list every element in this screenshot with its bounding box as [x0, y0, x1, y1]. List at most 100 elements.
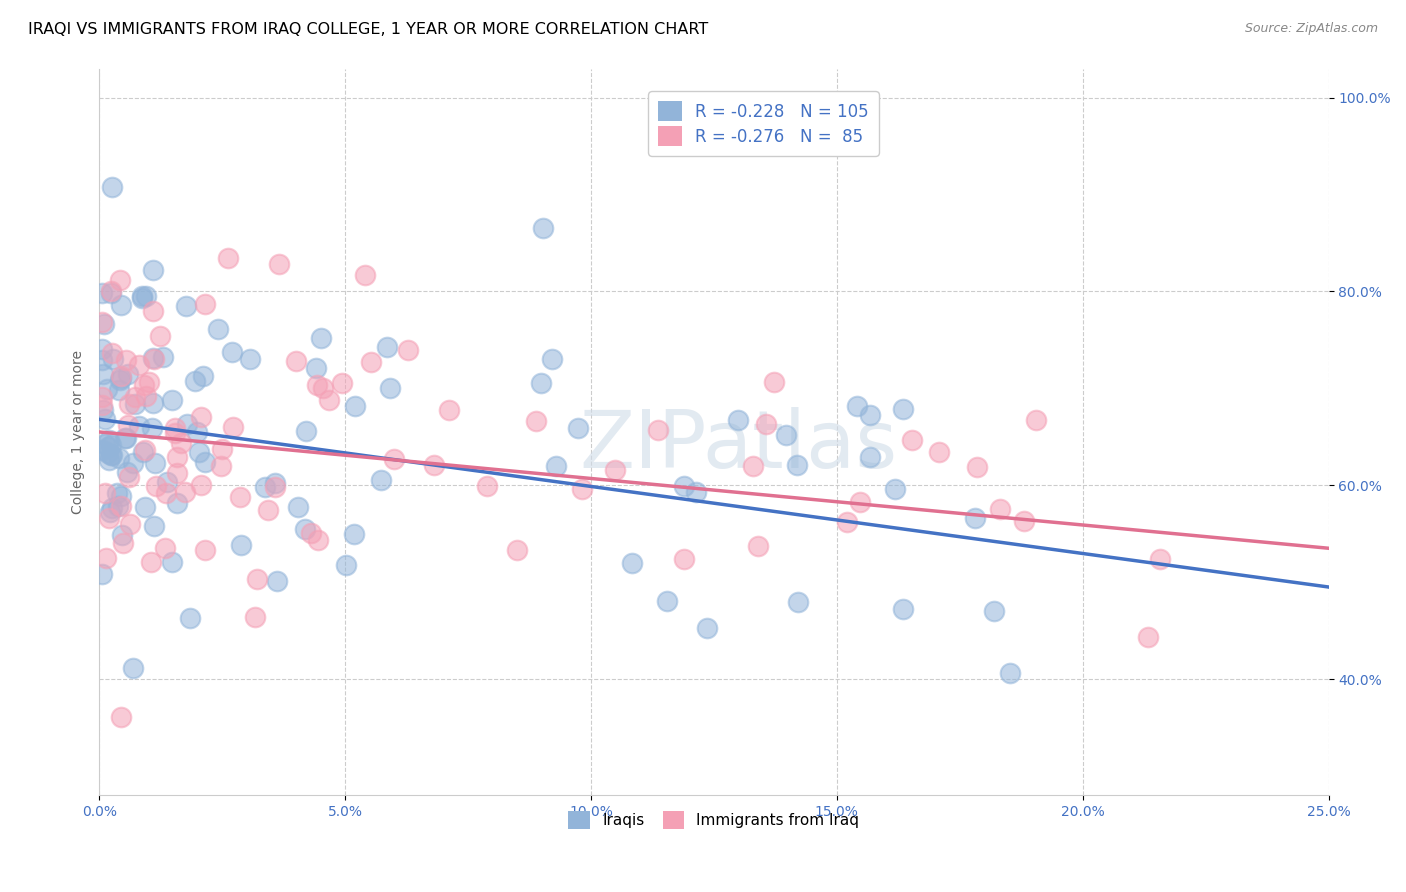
- Point: [128, 358, 150, 372]
- Point: [107, 499, 129, 513]
- Point: [176, 417, 198, 432]
- Point: [110, 369, 132, 384]
- Point: [295, 425, 318, 439]
- Point: [229, 490, 252, 504]
- Point: [94, 550, 117, 565]
- Point: [1149, 552, 1171, 566]
- Point: [93, 317, 115, 331]
- Point: [423, 458, 446, 472]
- Point: [685, 485, 707, 500]
- Point: [567, 421, 589, 435]
- Legend: Iraqis, Immigrants from Iraq: Iraqis, Immigrants from Iraq: [562, 805, 866, 835]
- Point: [983, 603, 1005, 617]
- Point: [110, 710, 132, 724]
- Point: [354, 268, 377, 282]
- Point: [97, 446, 120, 460]
- Point: [657, 594, 679, 608]
- Point: [135, 389, 157, 403]
- Point: [264, 480, 287, 494]
- Point: [396, 343, 419, 357]
- Point: [160, 393, 183, 408]
- Point: [124, 397, 146, 411]
- Point: [859, 450, 882, 464]
- Point: [91, 566, 114, 581]
- Point: [174, 485, 197, 500]
- Point: [115, 431, 138, 445]
- Point: [305, 378, 328, 392]
- Point: [299, 525, 322, 540]
- Point: [100, 285, 122, 300]
- Point: [439, 403, 461, 417]
- Point: [1012, 514, 1035, 528]
- Point: [149, 329, 172, 343]
- Point: [117, 417, 139, 432]
- Point: [266, 574, 288, 589]
- Point: [98, 453, 121, 467]
- Point: [96, 382, 118, 396]
- Point: [93, 412, 115, 426]
- Point: [100, 284, 122, 298]
- Point: [131, 291, 153, 305]
- Point: [166, 450, 188, 465]
- Point: [524, 414, 547, 428]
- Point: [166, 466, 188, 480]
- Point: [186, 425, 208, 440]
- Point: [382, 452, 405, 467]
- Point: [245, 610, 267, 624]
- Point: [307, 533, 329, 548]
- Point: [901, 433, 924, 447]
- Point: [305, 361, 328, 376]
- Point: [110, 371, 132, 385]
- Point: [135, 289, 157, 303]
- Point: [647, 423, 669, 437]
- Point: [179, 611, 201, 625]
- Point: [152, 350, 174, 364]
- Point: [755, 417, 778, 431]
- Point: [1025, 412, 1047, 426]
- Point: [239, 352, 262, 367]
- Point: [108, 373, 131, 387]
- Point: [343, 527, 366, 541]
- Point: [165, 426, 187, 441]
- Point: [94, 437, 117, 451]
- Point: [194, 543, 217, 558]
- Point: [97, 511, 120, 525]
- Point: [209, 458, 232, 473]
- Point: [91, 403, 114, 417]
- Point: [194, 296, 217, 310]
- Point: [928, 445, 950, 459]
- Point: [143, 351, 166, 366]
- Point: [747, 539, 769, 553]
- Point: [114, 431, 136, 445]
- Point: [263, 476, 285, 491]
- Point: [118, 397, 141, 411]
- Point: [330, 376, 353, 390]
- Point: [90, 353, 112, 368]
- Point: [155, 485, 177, 500]
- Point: [112, 536, 135, 550]
- Point: [98, 434, 121, 448]
- Point: [269, 257, 291, 271]
- Point: [193, 369, 215, 384]
- Point: [741, 458, 763, 473]
- Point: [846, 399, 869, 413]
- Point: [134, 442, 156, 457]
- Point: [108, 384, 131, 398]
- Point: [165, 421, 187, 435]
- Point: [117, 367, 139, 381]
- Point: [131, 289, 153, 303]
- Point: [101, 500, 124, 515]
- Point: [222, 420, 245, 434]
- Point: [673, 479, 696, 493]
- Point: [253, 480, 276, 494]
- Point: [506, 542, 529, 557]
- Point: [786, 595, 808, 609]
- Point: [378, 381, 401, 395]
- Point: [141, 421, 163, 435]
- Point: [160, 555, 183, 569]
- Point: [134, 500, 156, 515]
- Point: [335, 558, 357, 572]
- Point: [143, 518, 166, 533]
- Point: [110, 500, 132, 514]
- Point: [156, 475, 179, 489]
